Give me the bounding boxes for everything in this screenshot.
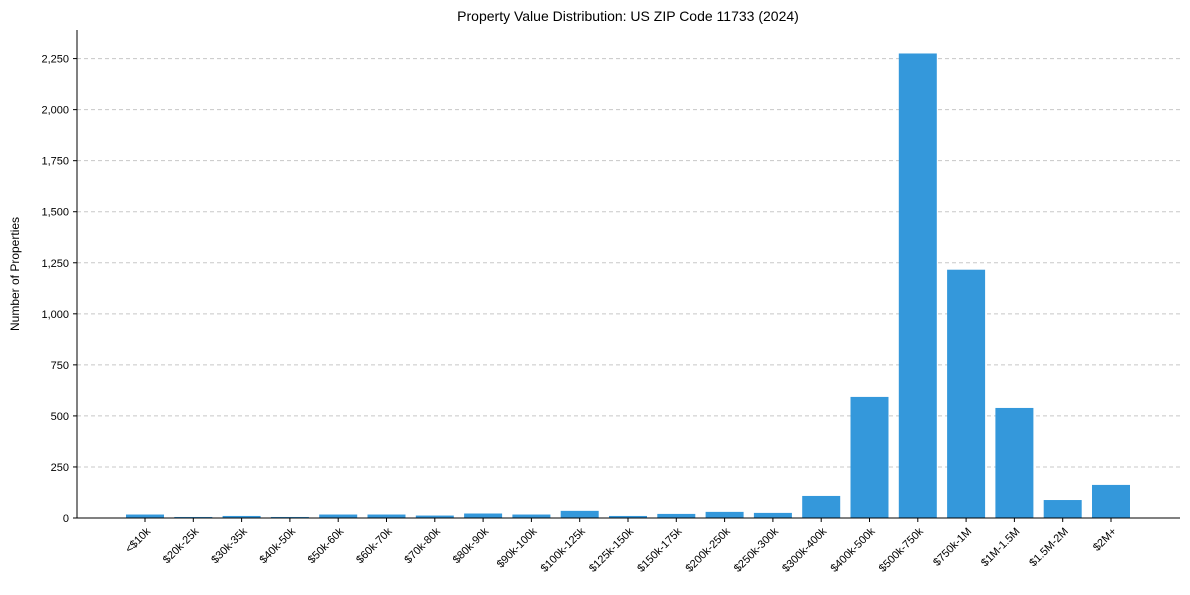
bar-17 <box>947 269 986 518</box>
x-tick-label: $60k-70k <box>354 525 395 566</box>
bar-9 <box>560 510 599 518</box>
bar-3 <box>270 516 309 518</box>
y-tick-label: 2,000 <box>41 105 69 117</box>
x-tick-label: $90k-100k <box>495 525 540 570</box>
y-tick-label: 1,000 <box>41 309 69 321</box>
bar-0 <box>126 514 164 518</box>
y-tick-label: 750 <box>51 360 69 372</box>
x-tick-label: $40k-50k <box>258 525 299 566</box>
bar-8 <box>512 514 551 518</box>
bar-14 <box>802 495 841 518</box>
x-tick-label: $100k-125k <box>539 525 588 574</box>
bar-20 <box>1092 484 1130 518</box>
x-tick-label: <$10k <box>123 525 153 555</box>
chart-title: Property Value Distribution: US ZIP Code… <box>457 8 799 24</box>
bar-13 <box>753 512 792 518</box>
bar-5 <box>367 514 406 518</box>
x-tick-label: $200k-250k <box>684 525 733 574</box>
x-tick-label: $50k-60k <box>306 525 347 566</box>
bar-15 <box>850 396 889 518</box>
x-tick-label: $20k-25k <box>161 525 202 566</box>
bar-2 <box>222 515 261 518</box>
bar-19 <box>1043 500 1082 518</box>
bar-6 <box>415 515 454 518</box>
x-tick-label: $80k-90k <box>451 525 492 566</box>
bar-11 <box>657 513 696 518</box>
x-tick-label: $150k-175k <box>635 525 684 574</box>
x-tick-label: $250k-300k <box>732 525 781 574</box>
bar-1 <box>174 516 213 518</box>
y-tick-label: 250 <box>51 462 69 474</box>
y-tick-label: 500 <box>51 411 69 423</box>
bar-4 <box>319 514 358 518</box>
x-tick-label: $30k-35k <box>209 525 250 566</box>
y-tick-label: 1,500 <box>41 207 69 219</box>
y-tick-label: 2,250 <box>41 54 69 66</box>
bar-16 <box>898 53 937 518</box>
x-tick-label: $400k-500k <box>828 525 877 574</box>
y-tick-label: 1,250 <box>41 258 69 270</box>
y-tick-label: 0 <box>63 513 69 525</box>
bar-10 <box>609 515 647 518</box>
x-tick-label: $125k-150k <box>587 525 636 574</box>
x-tick-label: $500k-750k <box>877 525 926 574</box>
y-tick-label: 1,750 <box>41 156 69 168</box>
x-tick-label: $70k-80k <box>402 525 443 566</box>
y-axis-label: Number of Properties <box>8 217 22 331</box>
x-tick-label: $300k-400k <box>780 525 829 574</box>
x-tick-label: $1M-1.5M <box>979 526 1023 570</box>
bar-7 <box>464 513 503 518</box>
x-tick-label: $2M+ <box>1091 526 1119 554</box>
bar-18 <box>995 407 1034 518</box>
bar-12 <box>705 511 744 518</box>
x-tick-label: $1.5M-2M <box>1027 526 1071 570</box>
x-tick-label: $750k-1M <box>931 526 974 569</box>
